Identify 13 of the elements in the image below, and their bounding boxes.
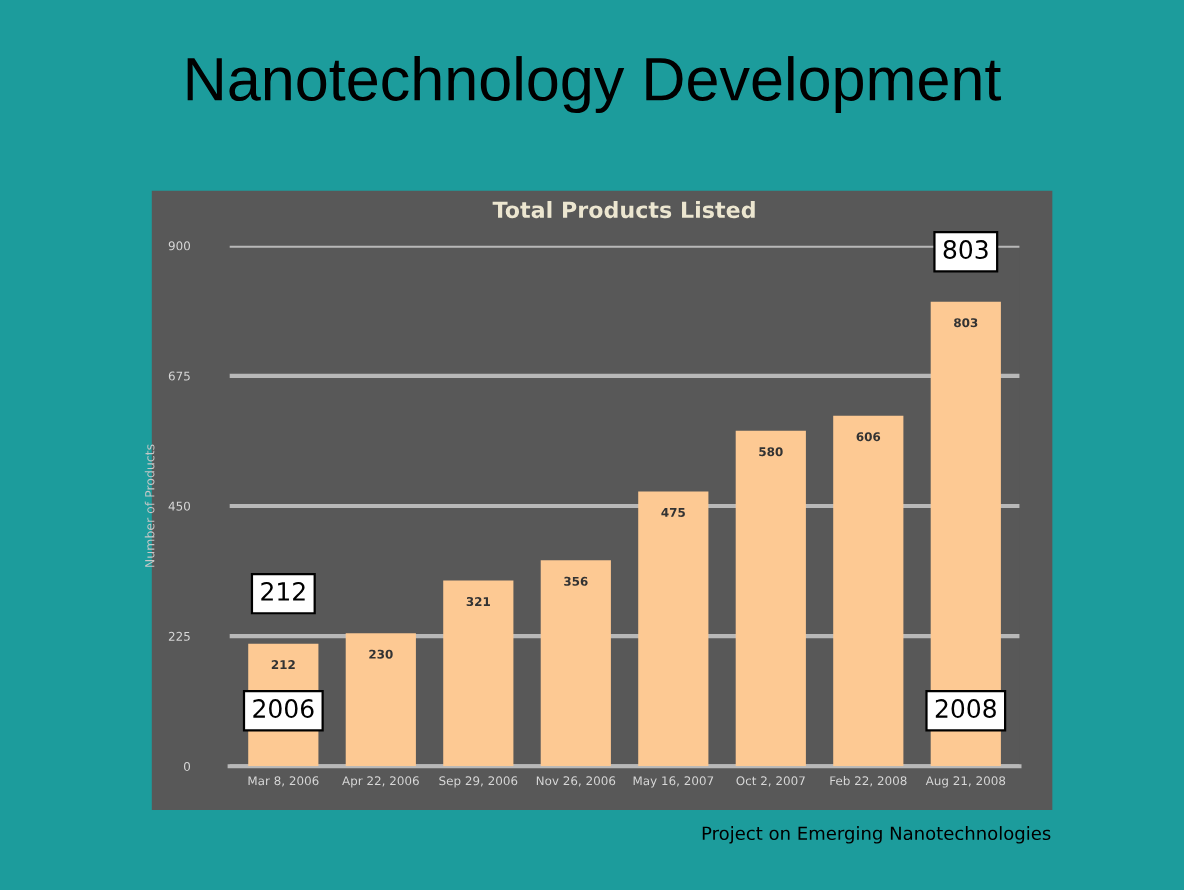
- bar: [833, 415, 904, 767]
- bar: [638, 491, 709, 767]
- bar: [345, 633, 416, 767]
- annotation: 803: [943, 240, 988, 260]
- annotation: 2006: [253, 699, 314, 718]
- annotation: 2008: [935, 699, 996, 718]
- text: Project on Emerging Nanotechnologies: [702, 826, 1051, 844]
- bar: [735, 430, 806, 767]
- annotation: 212: [261, 581, 305, 601]
- bar: [443, 580, 514, 767]
- chart-subtitle: Total Products Listed: [492, 200, 755, 219]
- bar: [540, 560, 611, 767]
- chart-title: Nanotechnology Development: [187, 56, 1001, 114]
